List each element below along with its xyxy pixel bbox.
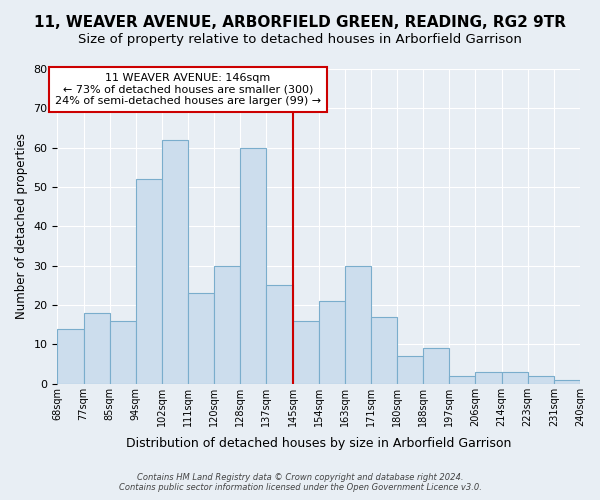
Text: Contains HM Land Registry data © Crown copyright and database right 2024.
Contai: Contains HM Land Registry data © Crown c… bbox=[119, 473, 481, 492]
Bar bbox=[83, 313, 110, 384]
Bar bbox=[502, 372, 528, 384]
Bar bbox=[371, 317, 397, 384]
Bar bbox=[397, 356, 423, 384]
Bar bbox=[214, 266, 241, 384]
Bar bbox=[136, 179, 162, 384]
Bar bbox=[423, 348, 449, 384]
Bar bbox=[528, 376, 554, 384]
Text: Size of property relative to detached houses in Arborfield Garrison: Size of property relative to detached ho… bbox=[78, 32, 522, 46]
Bar bbox=[319, 301, 345, 384]
Bar bbox=[188, 293, 214, 384]
Bar bbox=[293, 321, 319, 384]
Bar bbox=[110, 321, 136, 384]
Bar bbox=[345, 266, 371, 384]
Bar bbox=[554, 380, 580, 384]
Y-axis label: Number of detached properties: Number of detached properties bbox=[15, 134, 28, 320]
X-axis label: Distribution of detached houses by size in Arborfield Garrison: Distribution of detached houses by size … bbox=[126, 437, 511, 450]
Bar bbox=[58, 328, 83, 384]
Text: 11 WEAVER AVENUE: 146sqm
← 73% of detached houses are smaller (300)
24% of semi-: 11 WEAVER AVENUE: 146sqm ← 73% of detach… bbox=[55, 73, 321, 106]
Bar bbox=[162, 140, 188, 384]
Bar bbox=[266, 286, 293, 384]
Bar bbox=[449, 376, 475, 384]
Text: 11, WEAVER AVENUE, ARBORFIELD GREEN, READING, RG2 9TR: 11, WEAVER AVENUE, ARBORFIELD GREEN, REA… bbox=[34, 15, 566, 30]
Bar bbox=[475, 372, 502, 384]
Bar bbox=[241, 148, 266, 384]
